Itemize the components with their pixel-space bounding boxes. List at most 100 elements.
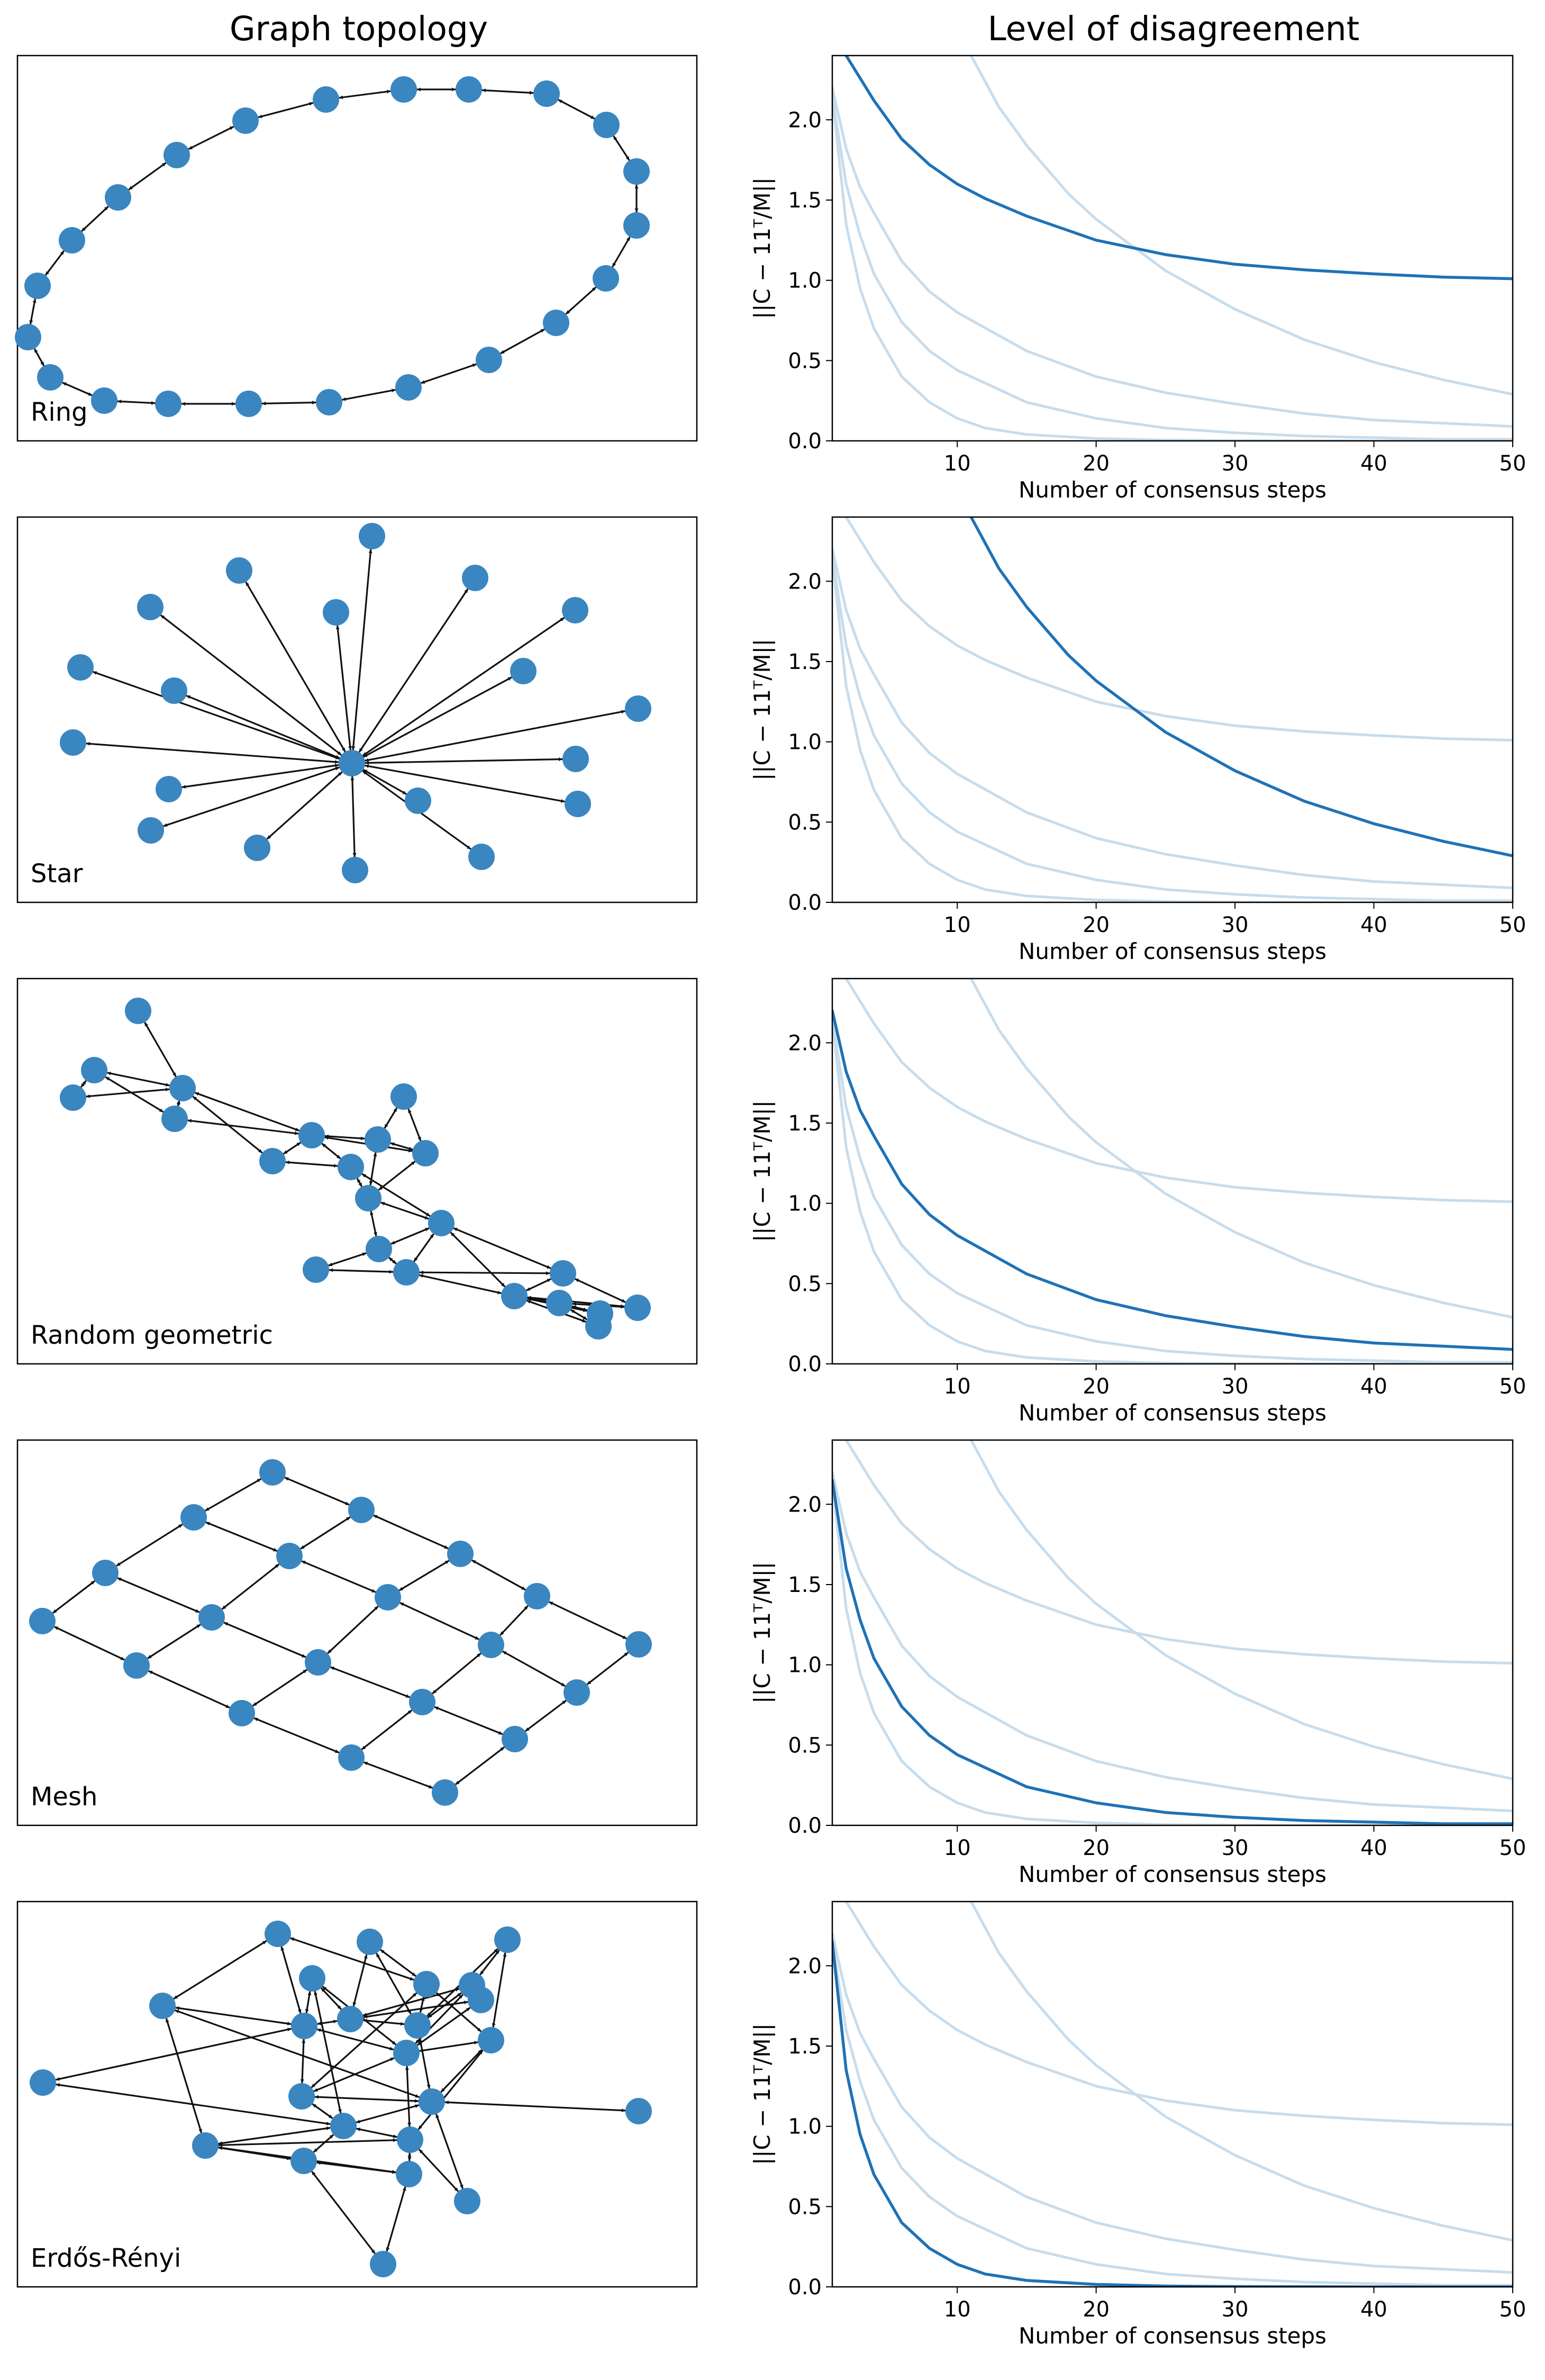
x-tick-label: 30 bbox=[1222, 1836, 1249, 1860]
graph-edge bbox=[117, 400, 156, 405]
graph-node bbox=[37, 364, 63, 391]
graph-node bbox=[323, 599, 349, 626]
graph-node bbox=[244, 835, 270, 861]
series-line-faded bbox=[832, 548, 1513, 890]
x-tick-label: 40 bbox=[1360, 1374, 1387, 1399]
y-tick-label: 0.5 bbox=[788, 349, 822, 373]
graph-node bbox=[123, 1652, 150, 1679]
y-axis-label: ||C − 11ᵀ/M|| bbox=[749, 1100, 775, 1242]
graph-panel: Star bbox=[16, 516, 698, 903]
y-tick-label: 0.0 bbox=[788, 891, 822, 915]
graph-edge bbox=[363, 1761, 433, 1789]
graph-edge bbox=[388, 1256, 397, 1265]
graph-edge bbox=[285, 1160, 338, 1168]
graph-node bbox=[366, 1236, 392, 1262]
graph-edge bbox=[314, 1991, 342, 2113]
graph-edge bbox=[502, 1650, 566, 1687]
graph-edge bbox=[363, 2019, 405, 2026]
graph-panel: Erdős-Rényi bbox=[16, 1901, 698, 2288]
graph-frame bbox=[16, 55, 698, 442]
x-tick-label: 10 bbox=[944, 1374, 971, 1399]
graph-edge bbox=[525, 1278, 552, 1291]
graph-edge bbox=[432, 1652, 481, 1695]
x-axis-label: Number of consensus steps bbox=[1019, 1400, 1326, 1426]
plot-frame bbox=[831, 516, 1514, 903]
y-tick-label: 0.0 bbox=[788, 429, 822, 454]
plot-frame bbox=[831, 55, 1514, 442]
graph-node bbox=[155, 391, 181, 417]
graph-node bbox=[288, 2083, 315, 2110]
graph-edge bbox=[205, 1521, 278, 1552]
y-tick-label: 1.0 bbox=[788, 730, 822, 755]
graph-node bbox=[316, 389, 342, 415]
graph-edge bbox=[471, 1559, 526, 1591]
x-tick-label: 20 bbox=[1083, 451, 1110, 476]
graph-edge bbox=[44, 250, 65, 276]
graph-edge bbox=[253, 1717, 340, 1754]
graph-node bbox=[355, 1185, 381, 1211]
x-tick-label: 30 bbox=[1222, 451, 1249, 476]
graph-node bbox=[229, 1700, 255, 1726]
y-tick-label: 1.5 bbox=[788, 1573, 822, 1597]
graph-edge bbox=[327, 1605, 379, 1654]
graph-edge bbox=[419, 1274, 502, 1295]
y-tick-label: 2.0 bbox=[788, 1031, 822, 1055]
graph-edge bbox=[419, 1270, 550, 1275]
graph-edge bbox=[373, 1514, 449, 1550]
graph-node bbox=[337, 2006, 363, 2032]
series-line-faded bbox=[969, 56, 1513, 396]
x-tick-label: 50 bbox=[1499, 1836, 1526, 1860]
graph-edge bbox=[117, 1577, 200, 1613]
graph-node bbox=[303, 1256, 329, 1283]
x-axis-label: Number of consensus steps bbox=[1019, 477, 1326, 503]
graph-node bbox=[565, 791, 591, 817]
graph-edge bbox=[421, 363, 477, 384]
graph-node bbox=[313, 86, 339, 113]
graph-edge bbox=[444, 2100, 626, 2113]
series-line-faded bbox=[844, 1902, 1513, 2126]
graph-label: Random geometric bbox=[31, 1320, 273, 1350]
graph-edge bbox=[33, 348, 45, 366]
graph-node bbox=[564, 1679, 590, 1706]
graph-edge bbox=[316, 2161, 396, 2174]
graph-node bbox=[478, 1632, 504, 1658]
graph-node bbox=[365, 1126, 391, 1153]
graph-node bbox=[624, 1295, 651, 1321]
x-tick-label: 10 bbox=[944, 2297, 971, 2322]
graph-edge bbox=[384, 1107, 398, 1129]
graph-node bbox=[623, 212, 650, 239]
graph-edge bbox=[558, 99, 595, 120]
graph-node bbox=[404, 2012, 431, 2039]
graph-edge bbox=[499, 1605, 529, 1636]
plot-frame bbox=[831, 1901, 1514, 2288]
graph-edge bbox=[434, 1706, 503, 1735]
graph-edge bbox=[329, 1268, 394, 1274]
graph-edge bbox=[300, 2039, 306, 2084]
graph-node bbox=[30, 2069, 56, 2096]
graph-edge bbox=[173, 1940, 267, 2000]
y-axis-label: ||C − 11ᵀ/M|| bbox=[749, 177, 775, 319]
graph-edge bbox=[365, 710, 625, 762]
x-axis-label: Number of consensus steps bbox=[1019, 938, 1326, 964]
series-line-highlight bbox=[844, 56, 1513, 280]
graph-edge bbox=[361, 1173, 431, 1217]
graph-edge bbox=[525, 1699, 567, 1732]
series-line-faded bbox=[832, 1017, 1513, 1364]
graph-node bbox=[357, 1929, 383, 1955]
x-tick-label: 30 bbox=[1222, 2297, 1249, 2322]
graph-node bbox=[339, 750, 365, 776]
graph-node bbox=[299, 1965, 325, 1992]
graph-node bbox=[412, 1140, 439, 1166]
graph-edge bbox=[613, 135, 630, 161]
graph-node bbox=[390, 76, 417, 103]
graph-edge bbox=[301, 1560, 376, 1593]
graph-edge bbox=[52, 1580, 96, 1614]
graph-node bbox=[454, 2188, 480, 2214]
graph-edge bbox=[252, 1669, 308, 1707]
graph-edge bbox=[258, 102, 314, 119]
x-tick-label: 20 bbox=[1083, 2297, 1110, 2322]
graph-edge bbox=[223, 1622, 306, 1658]
graph-edge bbox=[575, 1278, 626, 1303]
series-line-faded bbox=[969, 979, 1513, 1319]
x-tick-label: 40 bbox=[1360, 451, 1387, 476]
